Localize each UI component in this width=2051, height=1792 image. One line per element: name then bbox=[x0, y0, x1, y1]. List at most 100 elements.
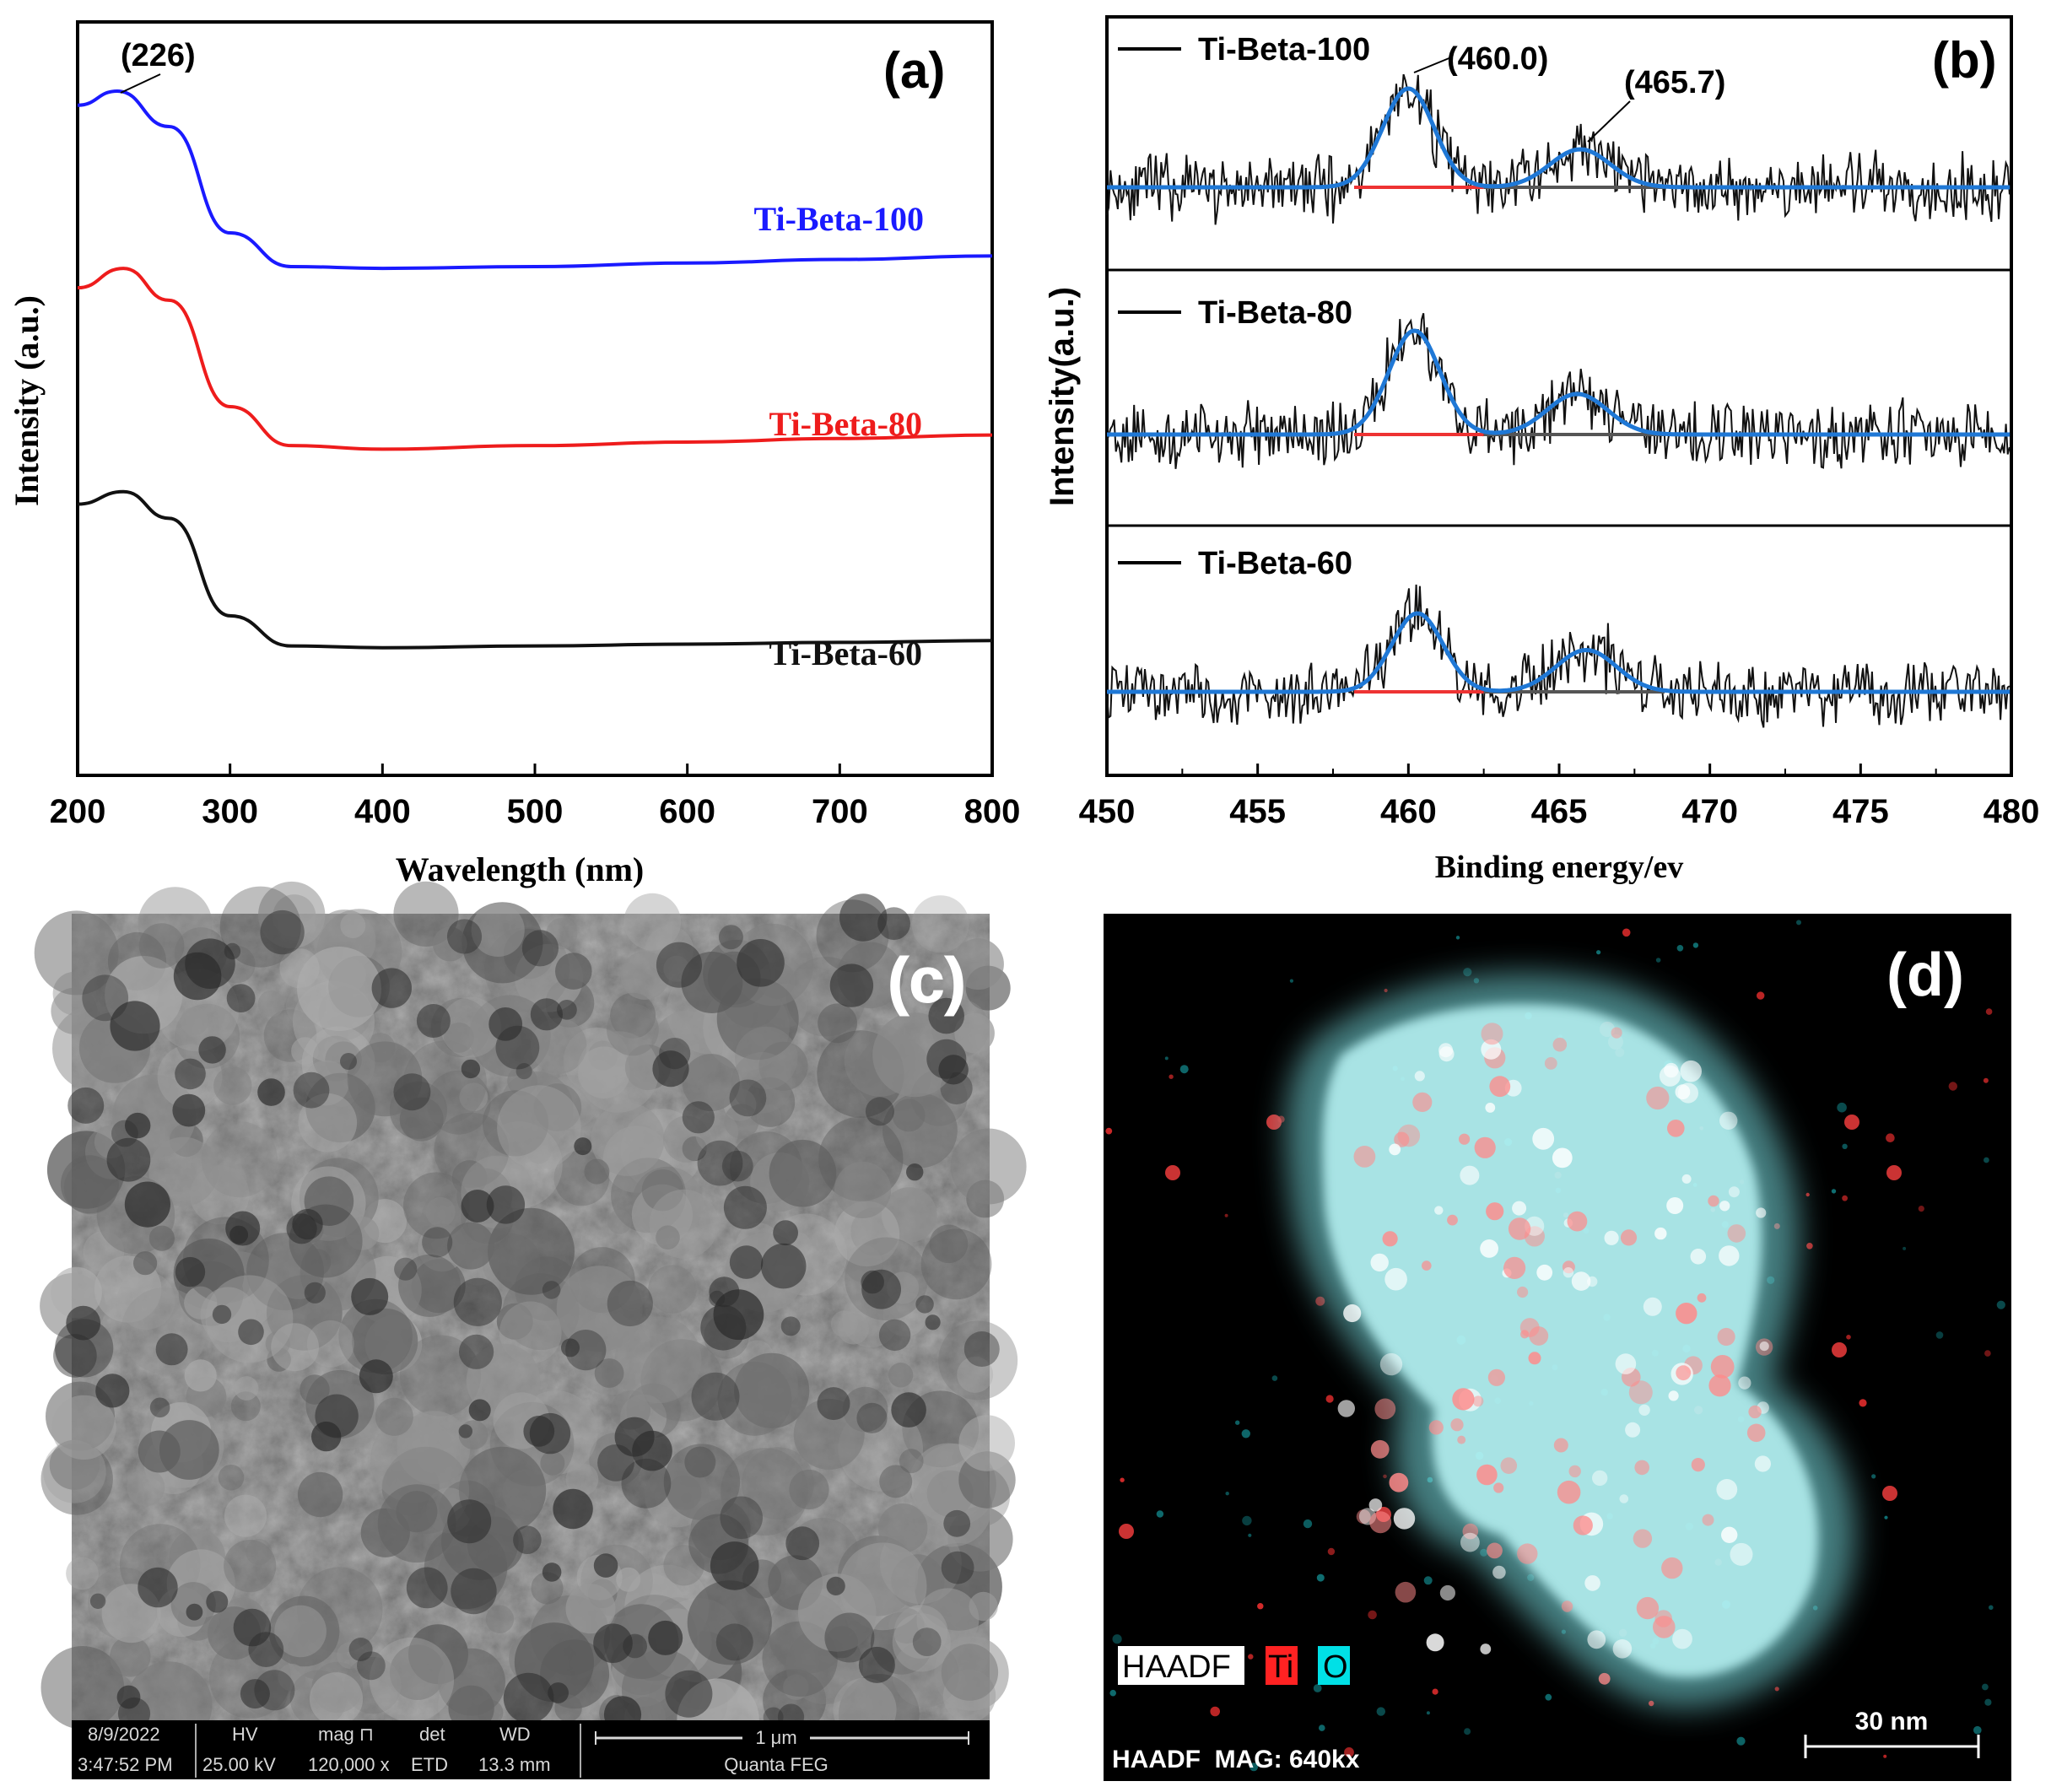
eds-o-dot bbox=[1655, 958, 1661, 963]
sem-particle bbox=[298, 1093, 358, 1152]
sem-pore bbox=[461, 1059, 481, 1079]
panel-a-x-axis-label: Wavelength (nm) bbox=[396, 850, 644, 888]
panel-b-legend-label-1: Ti-Beta-80 bbox=[1198, 295, 1352, 331]
sem-particle bbox=[607, 1003, 659, 1056]
sem-particle bbox=[399, 1097, 444, 1142]
sem-pore bbox=[729, 1079, 767, 1117]
panel-a-letter: (a) bbox=[883, 42, 945, 99]
eds-o-dot bbox=[1179, 1065, 1189, 1074]
sem-wd-head: WD bbox=[499, 1724, 531, 1745]
sem-particle bbox=[338, 1298, 413, 1374]
eds-bright-spot bbox=[1389, 1143, 1401, 1156]
sem-pore bbox=[238, 1319, 264, 1346]
sem-pore bbox=[198, 1036, 226, 1064]
sem-pore bbox=[529, 1412, 571, 1455]
eds-ti-spot bbox=[1628, 1380, 1653, 1405]
sem-pore bbox=[359, 1359, 393, 1394]
eds-o-dot bbox=[1903, 1246, 1907, 1250]
eds-ti-spot bbox=[1633, 1529, 1653, 1548]
sem-pore bbox=[95, 1374, 130, 1408]
sem-particle bbox=[218, 1465, 245, 1491]
eds-ti-spot bbox=[1487, 1542, 1503, 1559]
panel-a-peak-annotation: (226) bbox=[121, 38, 196, 73]
eds-bright-spot bbox=[1672, 1628, 1692, 1649]
sem-pore bbox=[513, 1525, 542, 1554]
eds-ti-spot bbox=[1374, 1398, 1396, 1420]
sem-pore bbox=[906, 1163, 924, 1181]
sem-particle bbox=[695, 1110, 738, 1154]
eds-ti-spot bbox=[1661, 1557, 1683, 1579]
eds-ti-spot bbox=[1667, 1120, 1685, 1137]
sem-particle bbox=[138, 887, 213, 962]
eds-ti-spot bbox=[1519, 1318, 1540, 1337]
sem-particle bbox=[257, 990, 285, 1017]
sem-particle bbox=[425, 1196, 456, 1228]
eds-ti-spot bbox=[1459, 1133, 1471, 1145]
panel-b-y-axis-label: Intensity(a.u.) bbox=[1044, 287, 1081, 506]
sem-particle bbox=[789, 1469, 829, 1510]
panel-b-letter: (b) bbox=[1932, 32, 1997, 89]
eds-ti-dot bbox=[1325, 1395, 1334, 1403]
sem-pore bbox=[839, 893, 888, 942]
sem-particle bbox=[531, 1017, 587, 1074]
eds-ti-spot bbox=[1573, 1515, 1593, 1536]
eds-bright-spot bbox=[1337, 1400, 1356, 1417]
eds-bright-spot bbox=[1492, 1565, 1506, 1579]
eds-o-dot bbox=[1463, 968, 1472, 977]
eds-ti-dot bbox=[1886, 1133, 1895, 1142]
sem-particle bbox=[610, 992, 656, 1039]
sem-pore bbox=[67, 1087, 105, 1124]
panel-a-x-tick-label: 300 bbox=[202, 793, 258, 830]
sem-pore bbox=[371, 968, 412, 1008]
eds-ti-dot bbox=[1210, 1706, 1220, 1717]
eds-bright-spot bbox=[1677, 1082, 1698, 1104]
sem-particle bbox=[954, 1012, 995, 1054]
eds-ti-dot bbox=[1774, 1687, 1779, 1692]
sem-particle bbox=[51, 1395, 116, 1460]
sem-particle bbox=[818, 1003, 857, 1044]
eds-o-dot bbox=[1271, 1375, 1278, 1381]
sem-pore bbox=[304, 1176, 354, 1226]
sem-particle bbox=[110, 1636, 151, 1677]
panel-a-series-line-0 bbox=[77, 89, 993, 271]
eds-ti-spot bbox=[1457, 1435, 1466, 1444]
sem-pore bbox=[124, 1181, 170, 1228]
sem-hv-head: HV bbox=[232, 1724, 258, 1745]
eds-ti-spot bbox=[1369, 1511, 1392, 1534]
eds-bright-spot bbox=[1738, 1376, 1751, 1390]
panel-a-series-line-1 bbox=[77, 267, 993, 451]
sem-pore bbox=[172, 1093, 206, 1127]
eds-ti-dot bbox=[1984, 1350, 1991, 1357]
sem-pore bbox=[877, 907, 910, 941]
sem-particle bbox=[397, 1411, 471, 1485]
sem-pore bbox=[691, 1372, 740, 1421]
sem-particle bbox=[471, 903, 525, 957]
sem-particle bbox=[892, 1613, 951, 1672]
eds-o-dot bbox=[1426, 1711, 1430, 1715]
sem-pore bbox=[304, 1282, 326, 1304]
sem-particle bbox=[656, 1225, 680, 1250]
sem-particle bbox=[180, 1007, 209, 1036]
panel-b-fit-curve-0 bbox=[1107, 86, 2011, 190]
sem-particle bbox=[66, 1557, 99, 1590]
sem-particle bbox=[271, 1323, 319, 1372]
panel-a-x-tick-label: 400 bbox=[354, 793, 411, 830]
sem-pore bbox=[574, 1137, 592, 1156]
sem-particle bbox=[55, 1319, 114, 1378]
eds-ti-spot bbox=[1697, 1293, 1707, 1303]
sem-date: 8/9/2022 bbox=[88, 1724, 160, 1745]
sem-particle bbox=[892, 1640, 959, 1708]
sem-particle bbox=[546, 918, 578, 950]
sem-instrument: Quanta FEG bbox=[724, 1754, 828, 1775]
sem-particle bbox=[648, 1265, 697, 1314]
eds-ti-dot bbox=[1327, 1547, 1336, 1556]
sem-particle bbox=[398, 1254, 461, 1317]
sem-pore bbox=[607, 1280, 653, 1327]
eds-bright-spot bbox=[1460, 1532, 1480, 1552]
eds-o-dot bbox=[1225, 1492, 1229, 1496]
sem-particle bbox=[369, 1637, 455, 1723]
panel-b-x-tick-label: 465 bbox=[1531, 793, 1588, 830]
sem-particle bbox=[591, 1103, 665, 1176]
panel-a-x-tick-label: 800 bbox=[964, 793, 1021, 830]
eds-ti-spot bbox=[1486, 1202, 1504, 1221]
